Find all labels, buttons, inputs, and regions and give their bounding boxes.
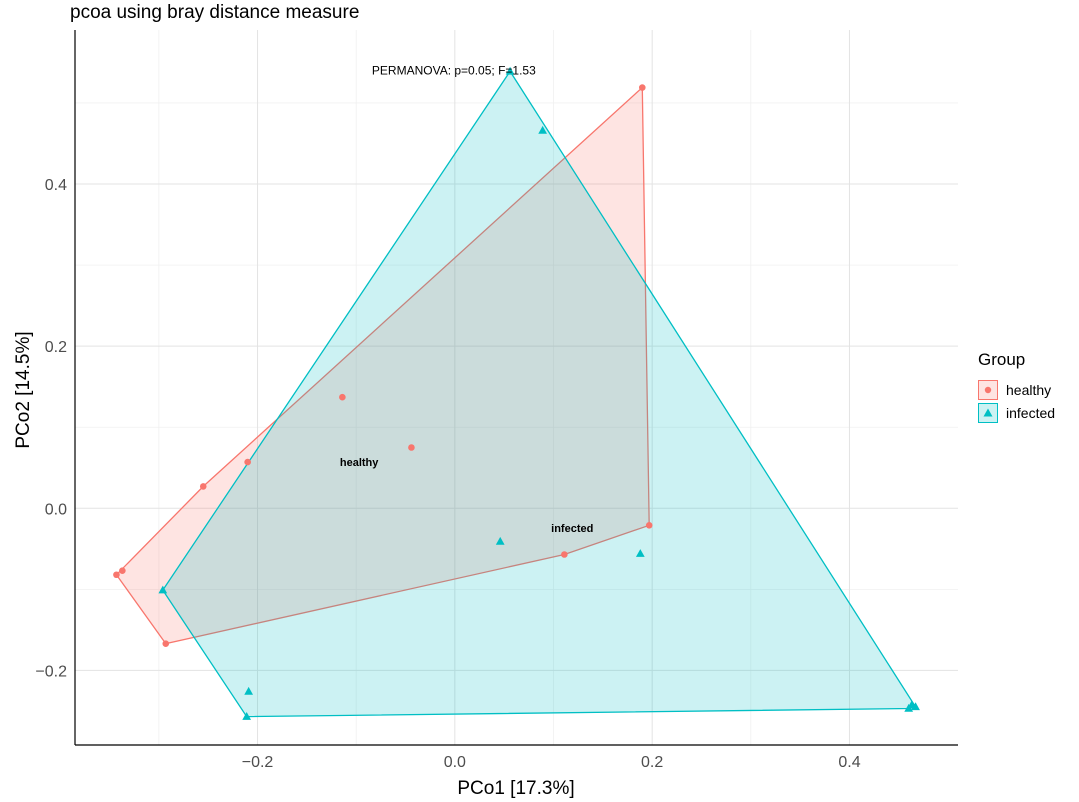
centroid-label-healthy: healthy	[340, 457, 379, 469]
point-infected	[244, 686, 254, 695]
x-tick-label: 0.4	[838, 754, 860, 771]
point-healthy	[645, 522, 653, 529]
y-tick-label: 0.4	[45, 177, 67, 194]
hull-infected	[162, 70, 917, 718]
point-infected	[635, 549, 645, 557]
point-healthy	[638, 84, 646, 91]
data-points	[113, 66, 920, 720]
point-healthy	[561, 551, 568, 558]
legend-items: healthy infected	[978, 378, 1055, 424]
x-tick-label: 0.2	[641, 754, 663, 771]
triangle-icon	[983, 408, 993, 416]
y-tick-label: −0.2	[35, 663, 67, 680]
legend-marker-healthy	[984, 386, 992, 393]
centroid-label-infected: infected	[551, 523, 593, 535]
legend-key-infected	[978, 402, 998, 423]
point-infected	[505, 66, 515, 75]
legend-title: Group	[978, 350, 1026, 369]
point-infected	[158, 585, 168, 594]
y-axis-title: PCo2 [14.5%]	[13, 331, 34, 448]
circle-icon	[984, 386, 992, 393]
point-infected	[911, 702, 920, 711]
permanova-annotation: PERMANOVA: p=0.05; F=1.53	[372, 64, 536, 78]
point-infected	[538, 125, 548, 134]
x-axis-title: PCo1 [17.3%]	[457, 778, 574, 799]
grid-lines	[75, 30, 958, 745]
point-infected	[904, 703, 914, 712]
legend: Group healthy infected	[978, 350, 1055, 424]
point-healthy	[119, 567, 126, 575]
y-tick-label: 0.2	[45, 339, 67, 356]
point-healthy	[162, 640, 170, 647]
legend-marker-infected	[983, 408, 993, 416]
point-healthy	[199, 483, 207, 490]
y-tick-label: 0.0	[45, 501, 67, 518]
point-infected	[495, 536, 505, 545]
plot-labels: healthy infected PERMANOVA: p=0.05; F=1.53	[340, 64, 593, 535]
axes: −0.2 0.0 0.2 0.4 −0.2 0.0 0.2 0.4	[35, 30, 958, 771]
chart-title: pcoa using bray distance measure	[70, 2, 360, 23]
point-healthy	[408, 444, 415, 451]
point-healthy	[244, 458, 251, 466]
point-healthy	[339, 393, 346, 401]
x-tick-label: −0.2	[242, 754, 274, 771]
legend-label-infected: infected	[1006, 404, 1056, 421]
x-tick-label: 0.0	[444, 754, 466, 771]
point-infected	[242, 712, 252, 720]
legend-key-healthy	[978, 379, 998, 400]
point-healthy	[113, 571, 120, 579]
legend-label-healthy: healthy	[1006, 381, 1052, 398]
legend-item-healthy: healthy	[978, 378, 1055, 401]
group-hulls	[115, 70, 917, 718]
legend-item-infected: infected	[978, 401, 1055, 424]
